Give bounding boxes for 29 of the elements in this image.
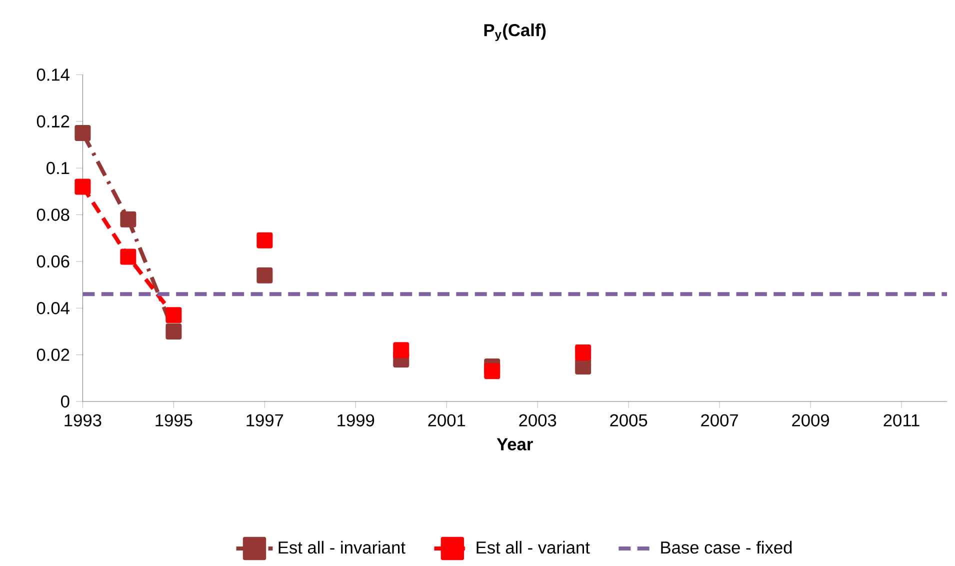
y-tick-label: 0.14	[36, 68, 70, 82]
x-tick-label: 2007	[701, 414, 738, 427]
y-tick-label: 0.08	[36, 208, 70, 222]
x-tick-label: 2011	[884, 414, 920, 427]
point	[575, 344, 592, 361]
y-tick-label: 0.1	[46, 162, 70, 174]
y-tick-label: 0.06	[36, 256, 70, 268]
legend-label: Base case - fixed	[661, 541, 792, 554]
x-tick-label: 2005	[610, 414, 648, 427]
x-tick-label: 1999	[338, 414, 374, 427]
point	[393, 342, 410, 358]
x-tick-label: 1993	[64, 414, 102, 427]
x-tick-label: 1995	[156, 414, 192, 427]
x-tick-label: 2009	[792, 414, 829, 427]
point	[484, 363, 500, 380]
y-tick-label: 0.02	[36, 348, 70, 362]
point	[256, 268, 273, 284]
x-axis-title: Year	[496, 438, 533, 451]
y-tick-label: 0.12	[36, 115, 70, 128]
y-tick-label: 0.04	[36, 302, 70, 314]
legend-label: Est all - variant	[476, 541, 590, 554]
point	[575, 358, 592, 375]
x-tick-label: 2001	[428, 414, 466, 427]
legend-label: Est all - invariant	[278, 541, 406, 554]
x-tick-label: 1997	[246, 414, 284, 427]
chart-title: P$_{y}$(Calf)	[484, 24, 546, 42]
y-tick-label: 0	[61, 396, 70, 408]
x-tick-label: 2003	[519, 414, 556, 427]
point	[256, 232, 273, 249]
